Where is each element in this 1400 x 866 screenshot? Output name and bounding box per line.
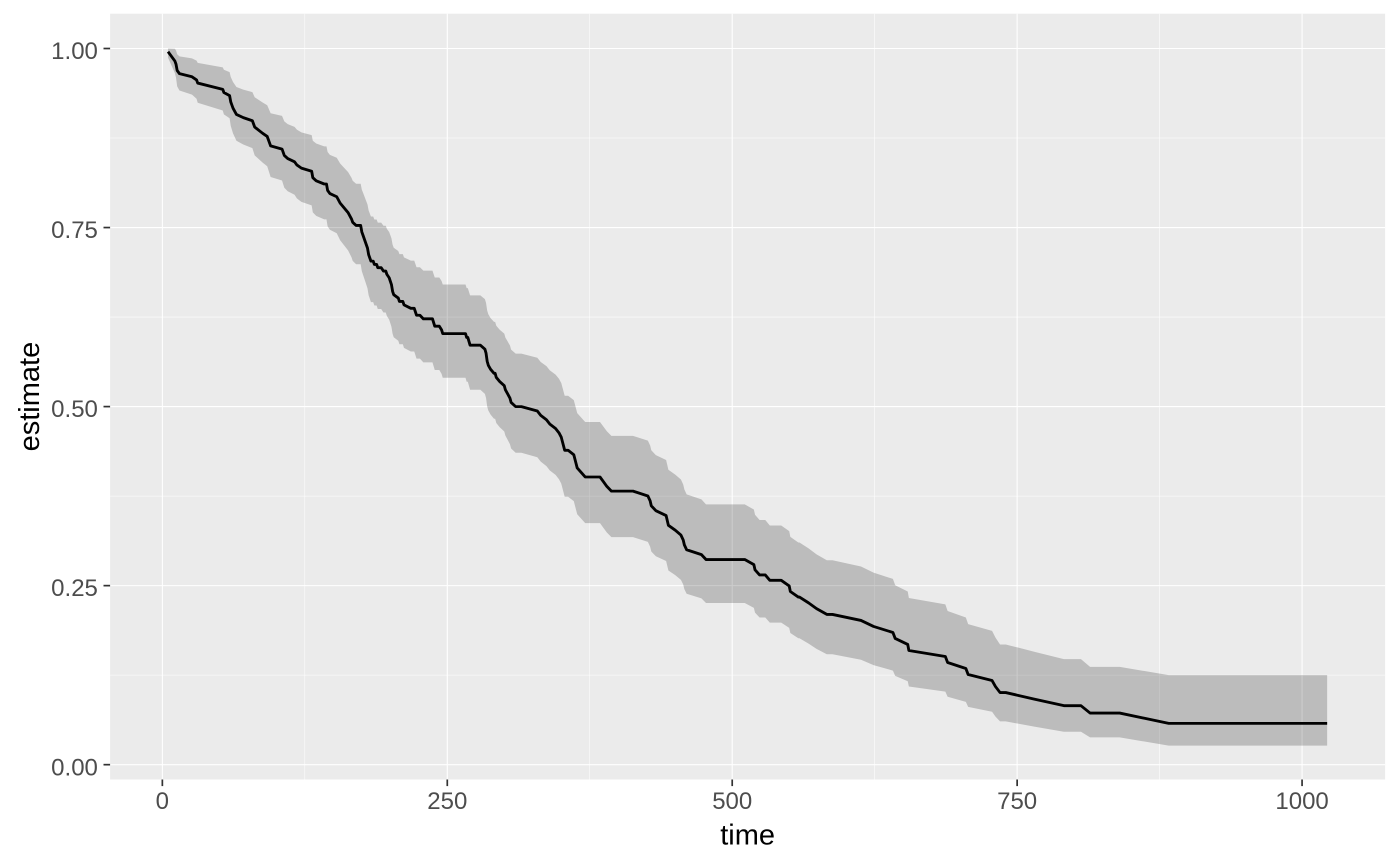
y-tick-label: 0.75 (51, 217, 98, 244)
confidence-ribbon (168, 48, 1328, 746)
y-axis-title: estimate (14, 342, 46, 452)
x-tick-label: 750 (997, 788, 1037, 815)
survival-estimate-line (166, 50, 1328, 725)
plot-panel (110, 13, 1386, 780)
x-axis-title: time (720, 820, 775, 852)
x-tick-label: 250 (427, 788, 467, 815)
y-tick-label: 0.50 (51, 396, 98, 423)
y-tick-label: 0.00 (51, 754, 98, 781)
y-tick-label: 0.25 (51, 575, 98, 602)
y-tick-label: 1.00 (51, 38, 98, 65)
x-tick-label: 500 (712, 788, 752, 815)
x-tick-label: 1000 (1275, 788, 1328, 815)
x-tick-label: 0 (156, 788, 169, 815)
